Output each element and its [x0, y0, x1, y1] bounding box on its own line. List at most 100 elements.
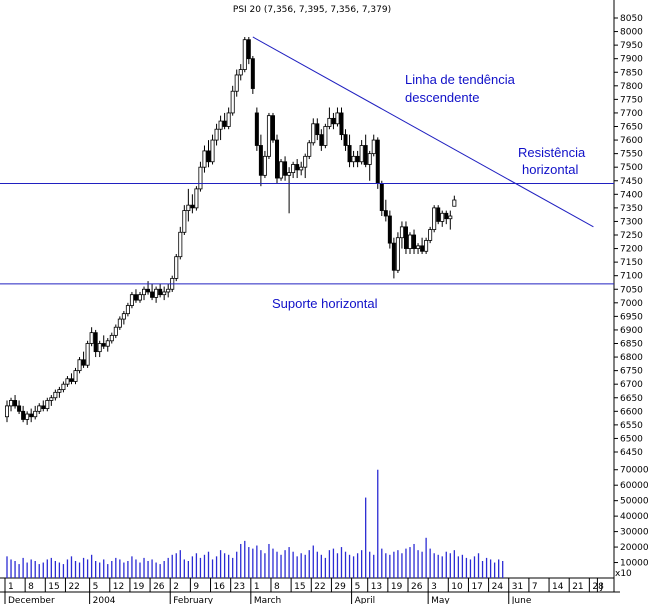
candle-body — [311, 123, 316, 144]
candle-body — [85, 343, 90, 366]
candle — [133, 289, 138, 303]
x-tick-label: 16 — [214, 582, 226, 592]
candle — [246, 36, 251, 65]
candle — [198, 161, 203, 192]
candle-body — [432, 207, 437, 230]
candle-body — [158, 288, 163, 296]
candle-body — [242, 39, 247, 70]
chart-title: PSI 20 (7,356, 7,395, 7,356, 7,379) — [233, 5, 391, 15]
candle — [311, 118, 316, 146]
candle-body — [387, 215, 392, 244]
volume-tick-label: 50000 — [620, 497, 649, 507]
candle-body — [49, 397, 54, 401]
candle — [101, 335, 106, 349]
candle — [283, 156, 288, 181]
candle-body — [359, 145, 364, 163]
candle-body — [270, 115, 275, 141]
candle — [121, 310, 126, 325]
x-tick-label: 7 — [532, 582, 538, 592]
candle — [258, 134, 263, 187]
x-tick-label: 28 — [592, 582, 604, 592]
volume-tick-label: 70000 — [620, 466, 649, 476]
candle-body — [109, 334, 114, 342]
x-tick-label: 2 — [173, 582, 179, 592]
candle-body — [101, 343, 106, 347]
candle-body — [424, 240, 429, 252]
candle-body — [323, 126, 328, 146]
candle — [113, 324, 118, 339]
resistance-label-line1: Resistência — [518, 145, 586, 160]
overlays — [0, 36, 614, 285]
candle-body — [194, 188, 199, 209]
x-tick-label: 17 — [471, 582, 482, 592]
price-tick-label: 7900 — [620, 55, 643, 65]
candle — [214, 123, 219, 146]
candle-body — [234, 74, 239, 92]
candle-body — [5, 405, 10, 418]
candle-body — [355, 155, 360, 163]
price-tick-label: 6850 — [620, 340, 643, 350]
price-tick-label: 7450 — [620, 177, 643, 187]
candle-body — [258, 145, 263, 176]
volume-multiplier-label: x10 — [615, 569, 632, 579]
candle-body — [428, 229, 433, 241]
candle-body — [246, 39, 251, 60]
candle — [190, 194, 195, 214]
candle-body — [13, 400, 18, 407]
candle-body — [327, 117, 332, 127]
candle — [194, 186, 199, 211]
trend-line — [252, 36, 594, 228]
candle-body — [335, 112, 340, 125]
trend-line-label-line1: Linha de tendência — [405, 72, 516, 87]
candle-body — [367, 153, 372, 165]
candle — [154, 286, 159, 303]
candle — [295, 159, 300, 179]
x-tick-label: 1 — [254, 582, 260, 592]
candle-body — [186, 204, 191, 211]
candle — [416, 243, 421, 254]
candle-body — [440, 212, 445, 222]
x-tick-label: 9 — [193, 582, 199, 592]
candle-body — [412, 234, 417, 249]
candle-body — [41, 405, 46, 410]
candle — [129, 291, 134, 309]
candle — [412, 229, 417, 254]
candle — [73, 367, 78, 385]
candle — [432, 205, 437, 233]
candle — [29, 408, 34, 423]
x-tick-label: 10 — [451, 582, 463, 592]
candle-body — [391, 242, 396, 271]
price-tick-label: 6950 — [620, 312, 643, 322]
price-tick-label: 6750 — [620, 367, 643, 377]
candle — [69, 373, 74, 385]
candle — [323, 123, 328, 149]
price-tick-label: 7300 — [620, 217, 643, 227]
candle — [440, 210, 445, 227]
month-label: June — [511, 596, 532, 604]
x-tick-label: 23 — [234, 582, 245, 592]
candle-body — [238, 69, 243, 76]
trend-line-label-line2: descendente — [405, 90, 479, 105]
candle-body — [452, 199, 457, 207]
candle — [45, 397, 50, 412]
candle-body — [129, 294, 134, 306]
candle — [178, 226, 183, 260]
candle — [53, 389, 58, 401]
candle-body — [363, 145, 368, 165]
candle — [174, 253, 179, 282]
candle-body — [262, 155, 267, 176]
resistance-label-line2: horizontal — [522, 162, 578, 177]
price-tick-label: 7550 — [620, 150, 643, 160]
candle-body — [73, 370, 78, 382]
candle — [242, 36, 247, 73]
candle-body — [347, 145, 352, 163]
candle-body — [53, 391, 58, 399]
candle — [109, 332, 114, 344]
candle-body — [97, 343, 102, 353]
candle-body — [17, 405, 22, 412]
candle — [371, 134, 376, 157]
candle — [93, 329, 98, 358]
volume-tick-label: 30000 — [620, 528, 649, 538]
price-tick-label: 7000 — [620, 299, 643, 309]
price-tick-label: 6700 — [620, 380, 643, 390]
